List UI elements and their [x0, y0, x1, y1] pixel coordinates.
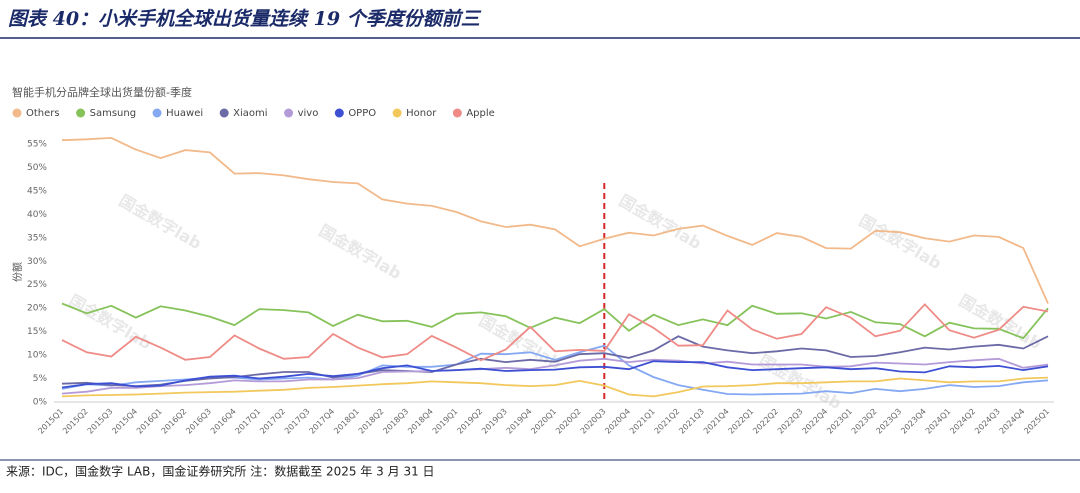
x-tick-label: 2016Q4: [209, 407, 238, 436]
x-tick-label: 2024Q4: [998, 407, 1027, 436]
x-tick-label: 2024Q3: [973, 407, 1002, 436]
legend-swatch: [334, 108, 344, 118]
x-tick-label: 2024Q2: [948, 407, 977, 436]
legend-swatch: [392, 108, 402, 118]
x-tick-label: 2021Q1: [628, 407, 657, 436]
y-tick-label: 40%: [27, 210, 47, 220]
x-tick-label: 2018Q4: [406, 407, 435, 436]
x-tick-label: 2023Q3: [874, 407, 903, 436]
y-tick-label: 45%: [27, 186, 47, 196]
x-tick-label: 2018Q3: [381, 407, 410, 436]
legend-swatch: [12, 108, 22, 118]
watermark: 国金数字lab: [476, 311, 565, 373]
x-tick-label: 2020Q4: [603, 407, 632, 436]
legend-label: Huawei: [166, 108, 203, 119]
x-tick-label: 2023Q1: [825, 407, 854, 436]
x-tick-label: 2015Q1: [36, 407, 65, 436]
x-tick-label: 2018Q1: [332, 407, 361, 436]
x-tick-label: 2025Q1: [1022, 407, 1051, 436]
x-tick-label: 2021Q4: [702, 407, 731, 436]
x-tick-label: 2023Q4: [899, 407, 928, 436]
y-tick-label: 55%: [27, 140, 47, 150]
legend-label: Honor: [406, 108, 437, 119]
legend-label: Samsung: [90, 108, 136, 119]
source-note: 来源：IDC，国金数字 LAB，国金证券研究所 注：数据截至 2025 年 3 …: [6, 464, 435, 479]
page-title: 图表 40：小米手机全球出货量连续 19 个季度份额前三: [8, 8, 482, 30]
y-tick-label: 30%: [27, 257, 47, 267]
y-tick-label: 25%: [27, 280, 47, 290]
legend-swatch: [152, 108, 162, 118]
y-tick-label: 0%: [33, 398, 48, 408]
watermark: 国金数字lab: [616, 191, 705, 253]
x-tick-label: 2016Q3: [184, 407, 213, 436]
x-tick-label: 2019Q4: [505, 407, 534, 436]
x-tick-label: 2022Q2: [751, 407, 780, 436]
legend-swatch: [219, 108, 229, 118]
series-line: [61, 376, 1049, 398]
x-tick-label: 2015Q2: [61, 407, 90, 436]
legend-swatch: [76, 108, 86, 118]
x-tick-label: 2022Q1: [727, 407, 756, 436]
x-tick-label: 2017Q1: [234, 407, 263, 436]
x-tick-label: 2019Q2: [455, 407, 484, 436]
watermark: 国金数字lab: [66, 291, 155, 353]
x-tick-label: 2020Q3: [579, 407, 608, 436]
watermark: 国金数字lab: [316, 221, 405, 283]
x-tick-label: 2022Q4: [801, 407, 830, 436]
x-tick-label: 2016Q2: [160, 407, 189, 436]
series-line: [61, 136, 1049, 304]
legend-label: vivo: [298, 108, 319, 119]
x-tick-label: 2021Q2: [653, 407, 682, 436]
legend-label: Apple: [466, 108, 494, 119]
x-tick-label: 2018Q2: [357, 407, 386, 436]
y-axis-label: 份额: [11, 262, 24, 282]
watermark: 国金数字lab: [116, 191, 205, 253]
legend-label: OPPO: [348, 108, 376, 119]
y-tick-label: 5%: [33, 374, 48, 384]
legend-swatch: [452, 108, 462, 118]
x-tick-label: 2022Q3: [776, 407, 805, 436]
x-tick-label: 2020Q2: [554, 407, 583, 436]
series-line: [61, 357, 1049, 395]
y-tick-label: 20%: [27, 304, 47, 314]
legend-label: Xiaomi: [233, 108, 267, 119]
y-tick-label: 50%: [27, 163, 47, 173]
y-tick-label: 10%: [27, 351, 47, 361]
x-tick-label: 2021Q3: [677, 407, 706, 436]
x-tick-label: 2017Q3: [283, 407, 312, 436]
y-tick-label: 15%: [27, 327, 47, 337]
x-tick-label: 2023Q2: [850, 407, 879, 436]
x-tick-label: 2015Q4: [110, 407, 139, 436]
x-tick-label: 2019Q3: [480, 407, 509, 436]
y-tick-label: 35%: [27, 233, 47, 243]
legend-label: Others: [26, 108, 60, 119]
x-tick-label: 2015Q3: [86, 407, 115, 436]
series-line: [61, 360, 1049, 389]
x-tick-label: 2016Q1: [135, 407, 164, 436]
x-tick-label: 2017Q4: [308, 407, 337, 436]
watermark: 国金数字lab: [856, 211, 945, 273]
series-line: [61, 302, 1049, 340]
x-tick-label: 2024Q1: [924, 407, 953, 436]
series-line: [61, 303, 1049, 362]
series-line: [61, 335, 1049, 388]
x-tick-label: 2020Q1: [529, 407, 558, 436]
x-tick-label: 2019Q1: [431, 407, 460, 436]
legend-swatch: [284, 108, 294, 118]
x-tick-label: 2017Q2: [258, 407, 287, 436]
chart-title: 智能手机分品牌全球出货量份额-季度: [12, 85, 192, 99]
